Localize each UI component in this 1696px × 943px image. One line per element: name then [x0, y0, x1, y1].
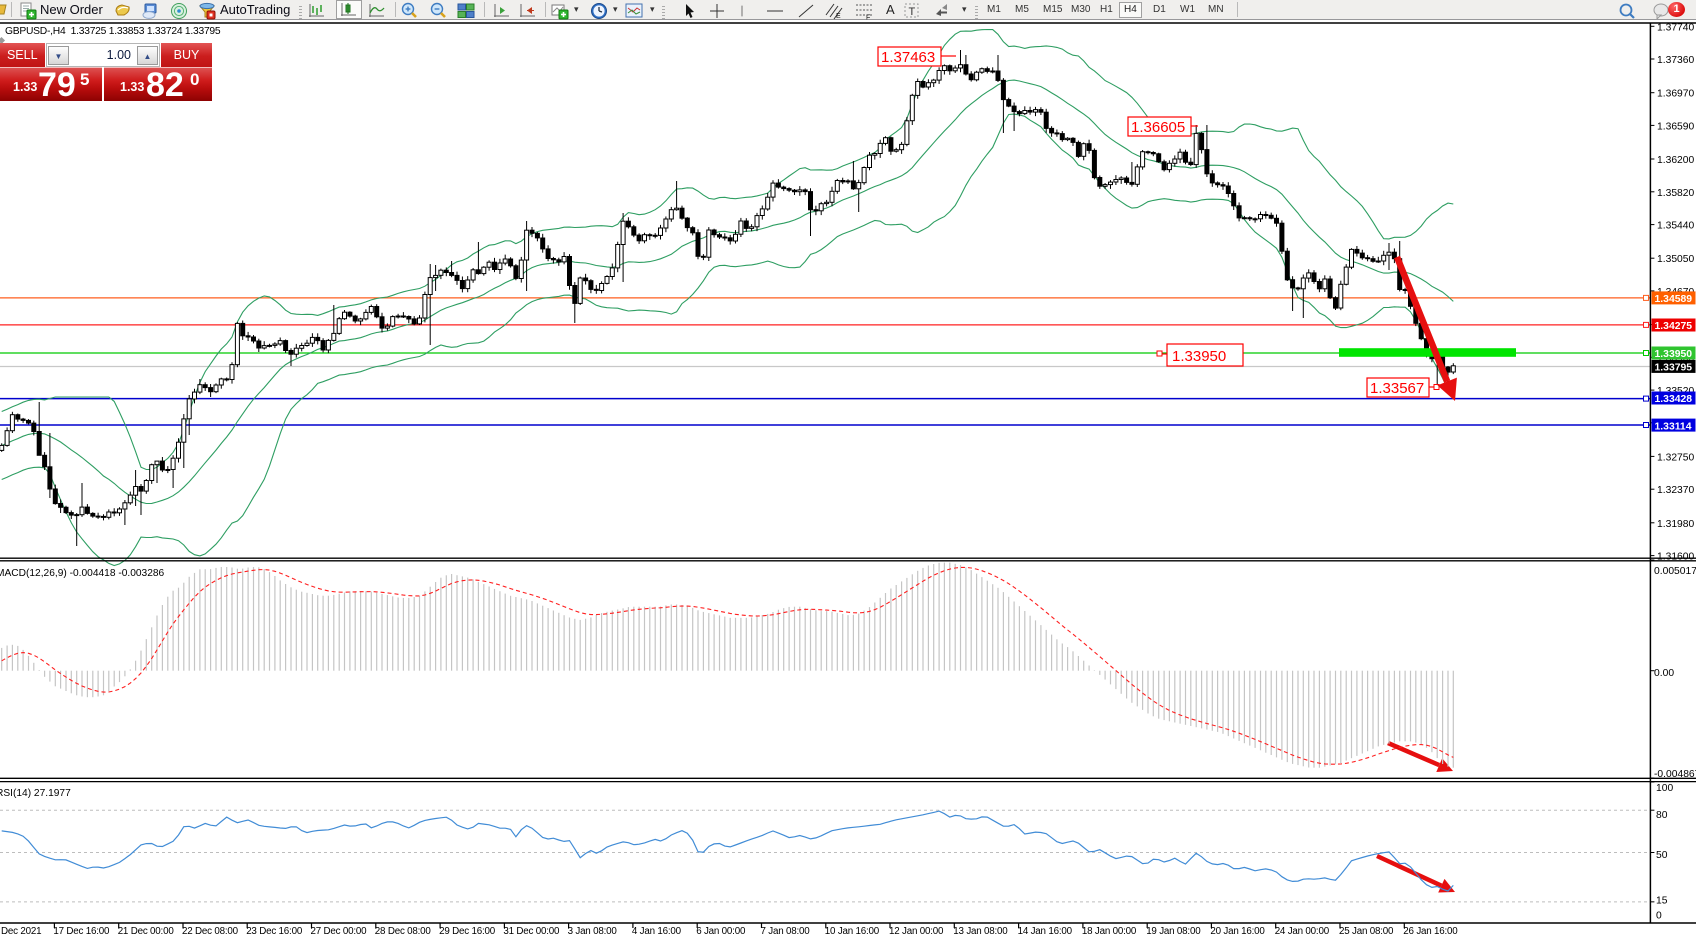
svg-text:1.33950: 1.33950 [1172, 348, 1226, 365]
svg-text:23 Dec 16:00: 23 Dec 16:00 [246, 926, 303, 937]
svg-text:1.33114: 1.33114 [1655, 421, 1692, 432]
svg-text:13 Jan 08:00: 13 Jan 08:00 [953, 926, 1008, 937]
svg-text:MACD(12,26,9) -0.004418 -0.003: MACD(12,26,9) -0.004418 -0.003286 [0, 568, 165, 579]
svg-text:1.33950: 1.33950 [1655, 349, 1693, 360]
svg-text:100: 100 [1656, 783, 1673, 794]
svg-text:29 Dec 16:00: 29 Dec 16:00 [439, 926, 496, 937]
svg-text:1.36590: 1.36590 [1657, 121, 1694, 132]
svg-text:6 Jan 00:00: 6 Jan 00:00 [696, 926, 746, 937]
svg-text:1.36200: 1.36200 [1657, 155, 1694, 166]
svg-text:1.35050: 1.35050 [1657, 254, 1694, 265]
svg-text:7 Jan 08:00: 7 Jan 08:00 [761, 926, 811, 937]
svg-text:12 Jan 00:00: 12 Jan 00:00 [889, 926, 944, 937]
svg-text:26 Jan 16:00: 26 Jan 16:00 [1403, 926, 1458, 937]
svg-text:27 Dec 00:00: 27 Dec 00:00 [311, 926, 368, 937]
svg-text:21 Dec 00:00: 21 Dec 00:00 [118, 926, 175, 937]
svg-text:0.005017: 0.005017 [1654, 566, 1696, 577]
svg-text:31 Dec 00:00: 31 Dec 00:00 [503, 926, 560, 937]
svg-text:T: T [909, 6, 916, 18]
svg-text:1.33428: 1.33428 [1655, 394, 1693, 405]
svg-text:15: 15 [1656, 896, 1668, 907]
svg-text:1.37463: 1.37463 [881, 49, 935, 66]
svg-text:0: 0 [1656, 911, 1662, 922]
svg-text:1.36970: 1.36970 [1657, 89, 1694, 100]
svg-text:3 Jan 08:00: 3 Jan 08:00 [568, 926, 618, 937]
svg-text:Dec 2021: Dec 2021 [1, 926, 41, 937]
svg-text:0.00: 0.00 [1654, 668, 1674, 679]
svg-text:1.36605: 1.36605 [1131, 119, 1185, 136]
svg-text:4 Jan 16:00: 4 Jan 16:00 [632, 926, 682, 937]
svg-text:1.33795: 1.33795 [1655, 363, 1693, 374]
svg-text:1.31600: 1.31600 [1657, 552, 1694, 563]
svg-text:14 Jan 16:00: 14 Jan 16:00 [1018, 926, 1073, 937]
svg-text:1.35440: 1.35440 [1657, 221, 1694, 232]
svg-text:-0.004867: -0.004867 [1654, 769, 1696, 780]
svg-text:RSI(14) 27.1977: RSI(14) 27.1977 [0, 788, 71, 799]
svg-text:24 Jan 00:00: 24 Jan 00:00 [1275, 926, 1330, 937]
svg-text:25 Jan 08:00: 25 Jan 08:00 [1339, 926, 1394, 937]
svg-text:1.32750: 1.32750 [1657, 452, 1694, 463]
svg-text:50: 50 [1656, 850, 1668, 861]
svg-text:17 Dec 16:00: 17 Dec 16:00 [53, 926, 110, 937]
svg-text:1.34589: 1.34589 [1655, 294, 1693, 305]
svg-text:1.37360: 1.37360 [1657, 55, 1694, 66]
svg-text:20 Jan 16:00: 20 Jan 16:00 [1210, 926, 1265, 937]
svg-text:1.33567: 1.33567 [1370, 380, 1424, 397]
svg-text:E: E [836, 13, 841, 20]
svg-text:18 Jan 00:00: 18 Jan 00:00 [1082, 926, 1137, 937]
svg-text:10 Jan 16:00: 10 Jan 16:00 [825, 926, 880, 937]
svg-text:F: F [866, 14, 870, 20]
svg-text:1.32370: 1.32370 [1657, 485, 1694, 496]
svg-text:19 Jan 08:00: 19 Jan 08:00 [1146, 926, 1201, 937]
svg-text:28 Dec 08:00: 28 Dec 08:00 [375, 926, 432, 937]
svg-text:80: 80 [1656, 810, 1668, 821]
svg-text:22 Dec 08:00: 22 Dec 08:00 [182, 926, 239, 937]
svg-text:1.34275: 1.34275 [1655, 321, 1693, 332]
svg-text:1.35820: 1.35820 [1657, 188, 1694, 199]
svg-text:1.37740: 1.37740 [1657, 22, 1694, 33]
svg-text:1.31980: 1.31980 [1657, 519, 1694, 530]
